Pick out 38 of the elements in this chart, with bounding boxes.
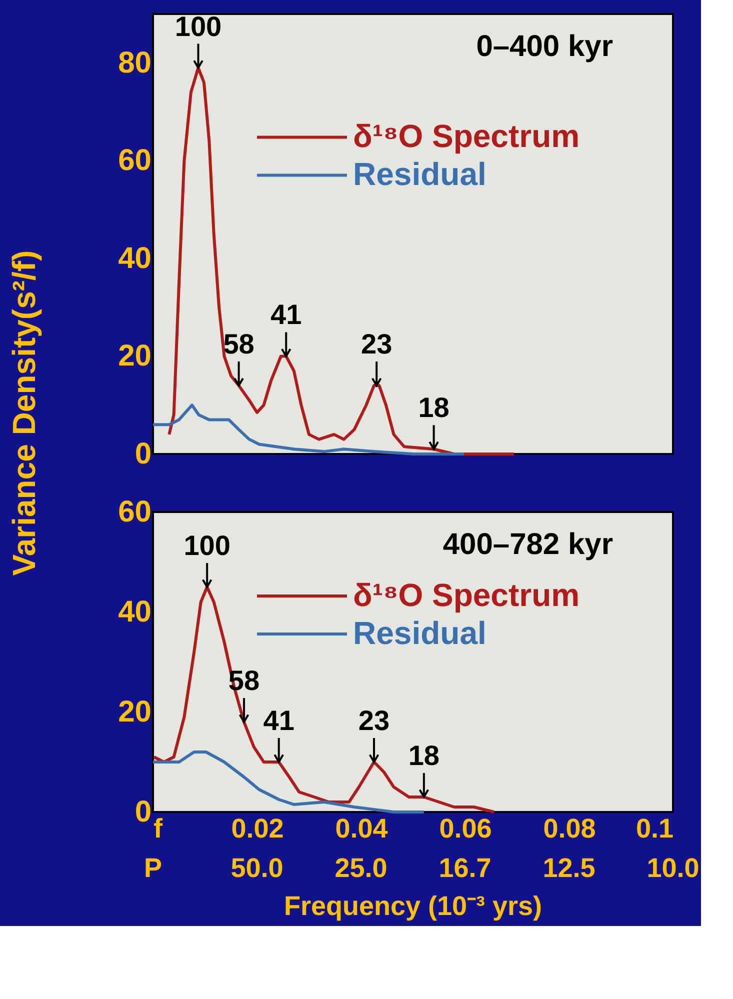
x-tick-label: 0.02 (231, 814, 284, 844)
y-tick-label: 40 (118, 242, 152, 275)
text: 12.5 (542, 853, 596, 883)
y-tick-label: 60 (118, 144, 152, 178)
y-tick-label: 40 (118, 596, 152, 628)
y-tick-label: 0 (134, 438, 152, 470)
x-axis-title: Frequency (10⁻³ yrs) (284, 891, 542, 921)
annotation: 23 (358, 705, 390, 736)
y-tick-label: 60 (118, 496, 152, 528)
y-axis-title: Variance Density(s²/f) (6, 250, 42, 576)
x-tick-label: 0.08 (543, 814, 596, 844)
legend-label: δ¹⁸O Spectrum (353, 577, 580, 613)
text: 25.0 (334, 853, 388, 883)
annotation: 41 (270, 299, 302, 330)
y-tick-label: 80 (118, 46, 152, 80)
text: 50.0 (230, 853, 284, 883)
text: 16.7 (438, 853, 492, 883)
x-tick-label: 0.06 (439, 814, 492, 844)
annotation: 18 (418, 392, 450, 424)
annotation: 58 (223, 328, 254, 360)
y-tick-label: 20 (118, 696, 152, 728)
y-tick-label: 20 (118, 340, 152, 373)
text: P (144, 853, 162, 883)
legend-label: Residual (353, 156, 486, 192)
legend-label: δ¹⁸O Spectrum (353, 118, 580, 154)
annotation: 0–400 kyr (476, 30, 614, 63)
annotation: 100 (174, 10, 222, 42)
x-tick-label: 0.1 (636, 814, 674, 844)
legend-label: Residual (353, 615, 486, 651)
x-tick-label: f (154, 814, 164, 844)
x-tick-label: 0.04 (335, 814, 388, 844)
annotation: 100 (184, 530, 230, 561)
annotation: 23 (361, 328, 392, 360)
annotation: 400–782 kyr (442, 528, 614, 561)
text: 10.0 (646, 853, 700, 883)
y-tick-label: 0 (134, 796, 152, 828)
annotation: 18 (408, 740, 440, 771)
annotation: 41 (263, 705, 294, 736)
